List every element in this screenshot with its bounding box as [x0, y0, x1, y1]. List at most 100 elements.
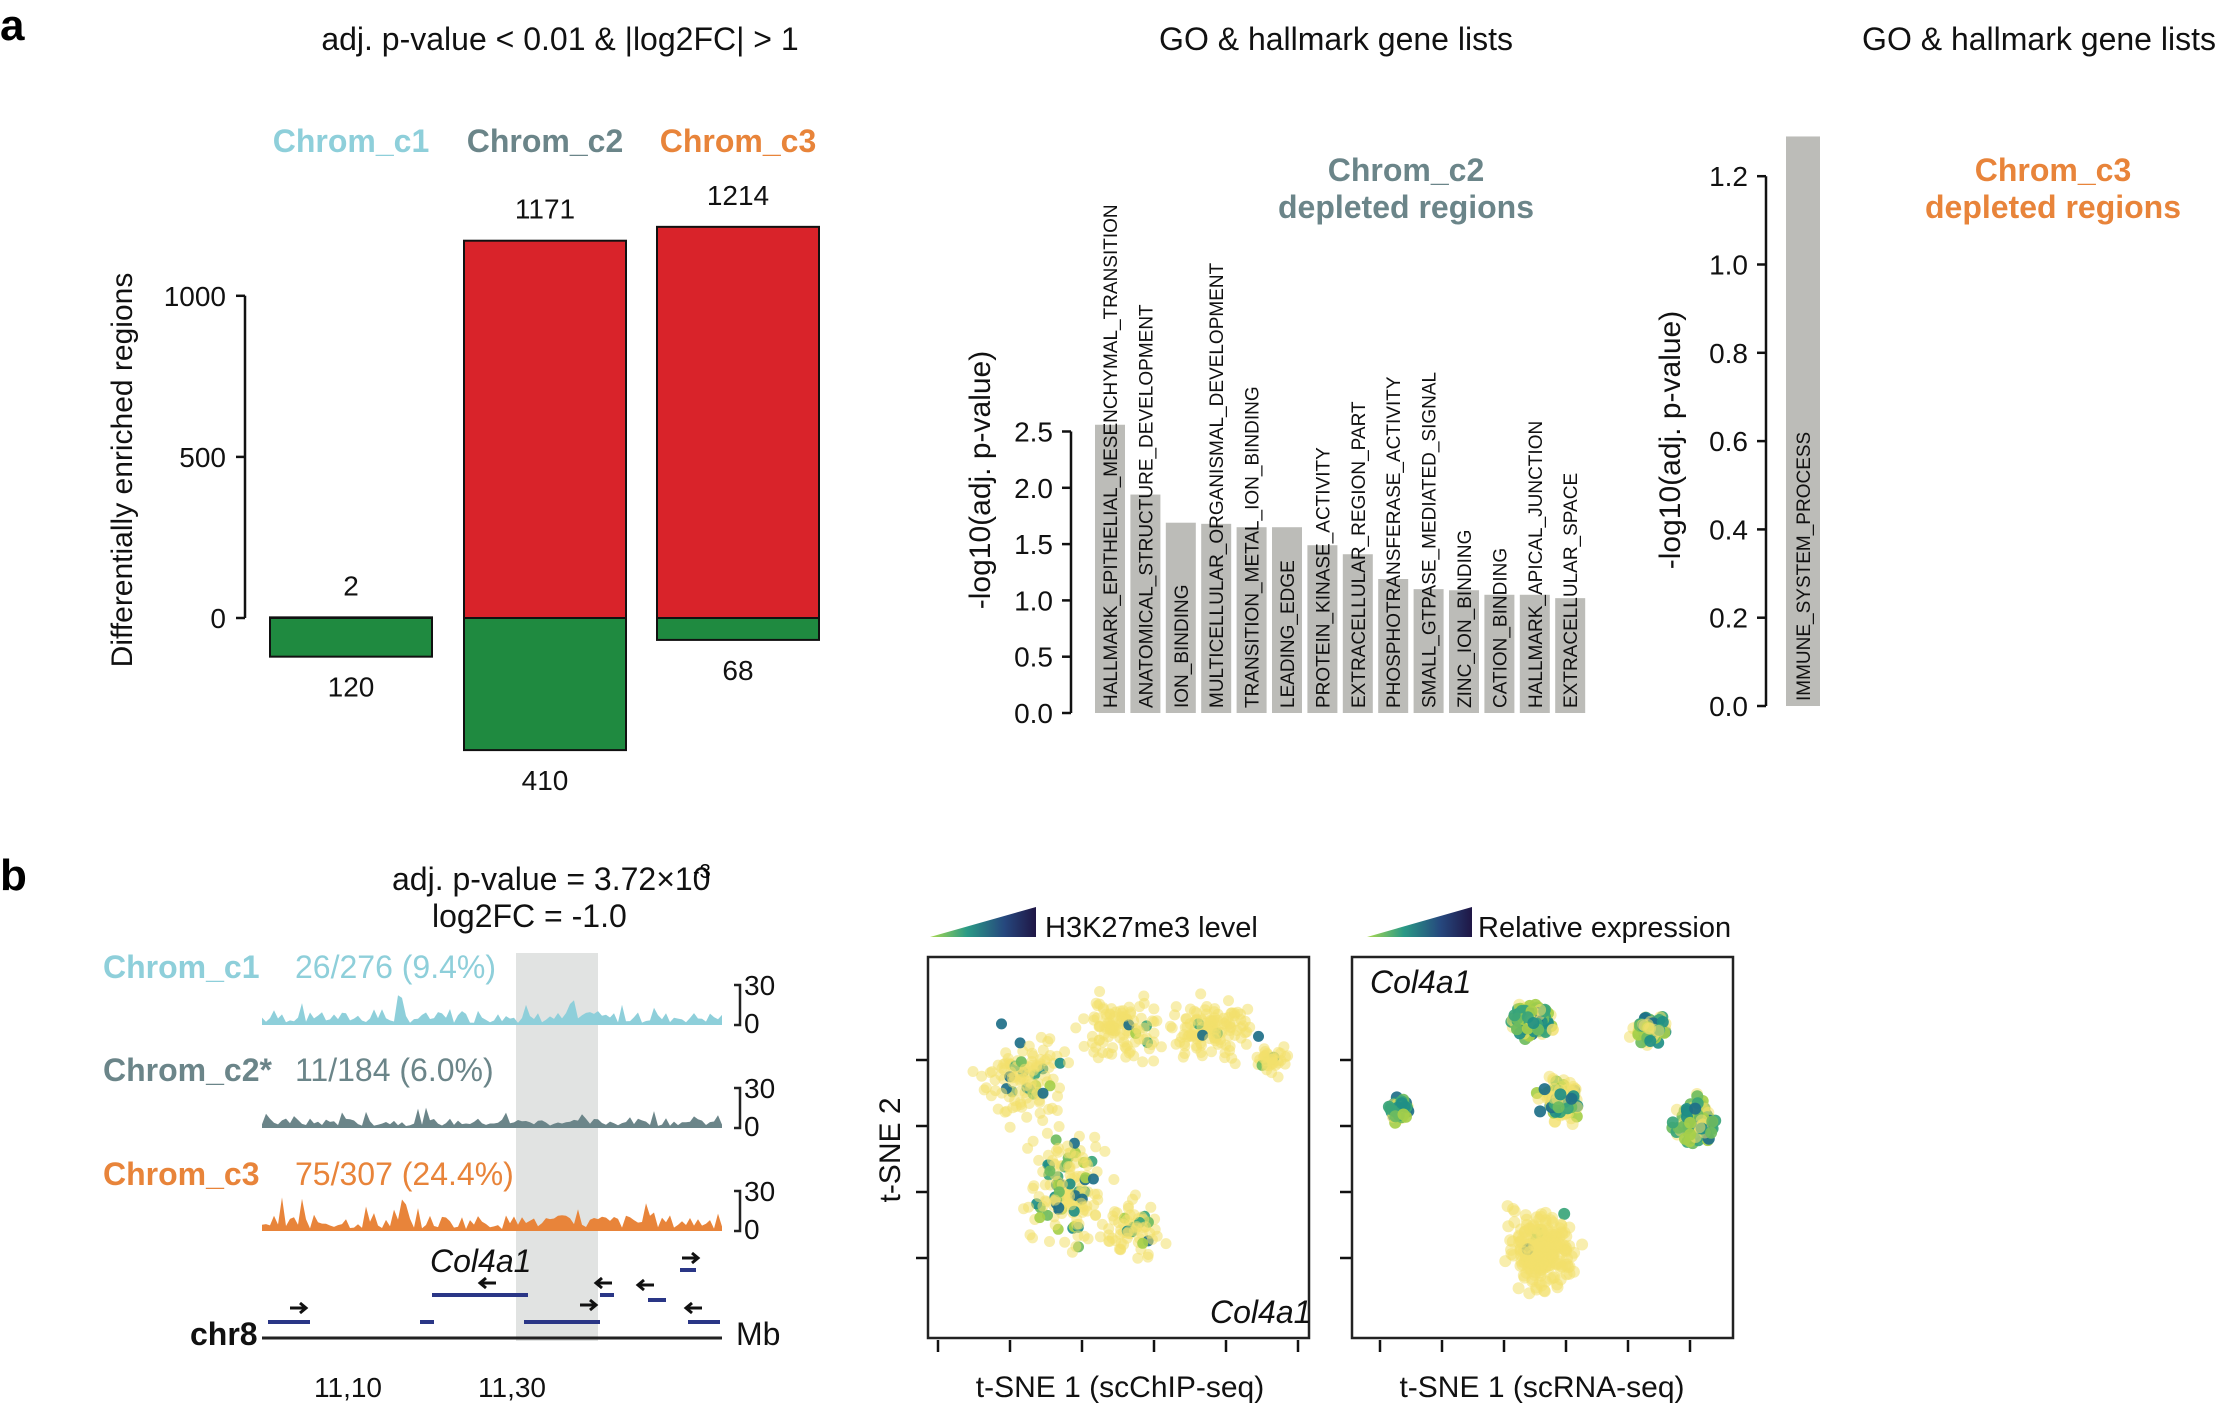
track-scales: 30 0 30 0 30 0: [734, 970, 775, 1245]
tsne1-point: [1223, 995, 1234, 1007]
tsne1-point: [1231, 1025, 1243, 1036]
tsne2-point: [1554, 1255, 1567, 1268]
go-bar: [1786, 136, 1820, 707]
tsne1-point: [1005, 1066, 1017, 1078]
scale-bracket: [734, 1189, 742, 1233]
tsne1-points: [967, 986, 1294, 1264]
scale-min: 0: [744, 1008, 760, 1039]
tsne2-point: [1536, 1225, 1549, 1238]
tsne1-point: [1052, 1146, 1064, 1158]
chart1-category-label: Chrom_c3: [660, 123, 817, 159]
tsne1-point: [1240, 1038, 1252, 1050]
chart1-category-label: Chrom_c1: [273, 123, 430, 159]
tsne1-point: [996, 1018, 1007, 1030]
stats-log2fc: log2FC = -1.0: [432, 898, 627, 934]
tsne2-point: [1689, 1102, 1702, 1115]
chart2-y-axis: 0.0 0.5 1.0 1.5 2.0 2.5: [1014, 417, 1073, 729]
tsne1-point: [1119, 1010, 1131, 1022]
tsne2-point: [1565, 1092, 1578, 1105]
tsne2-point: [1395, 1097, 1408, 1110]
tsne1-point: [1228, 1007, 1240, 1019]
tsne1-point: [1009, 1095, 1021, 1106]
chart1-data-label-up: 2: [343, 570, 359, 601]
chart1-bar-down: [463, 617, 627, 752]
chrom-tick-2: 11,30: [478, 1372, 546, 1403]
go-ytick-label: 2.5: [1014, 417, 1053, 448]
tsne2-gene: Col4a1: [1370, 964, 1471, 1000]
tsne1-point: [1002, 1053, 1014, 1064]
tsne1-point: [1133, 1026, 1145, 1038]
tsne1-point: [1272, 1071, 1284, 1083]
tsne1-point: [1094, 1034, 1105, 1046]
tsne1-point: [1196, 1050, 1208, 1062]
tsne1-point: [1223, 1030, 1235, 1042]
chart3-ylabel: -log10(adj. p-value): [1654, 311, 1687, 569]
stats-pvalue-exponent: -3: [693, 861, 711, 883]
tsne2-point: [1507, 1203, 1520, 1215]
tsne1-point: [1023, 1201, 1034, 1213]
legend-gradient-1: [930, 907, 1036, 937]
tsne1-point: [1120, 1051, 1132, 1063]
tsne1-point: [1170, 1001, 1182, 1013]
tsne1-point: [1037, 1115, 1049, 1126]
tsne2-points: [1382, 998, 1722, 1300]
tsne1-point: [1081, 1200, 1093, 1212]
chart1-data-label-up: 1171: [515, 194, 575, 225]
tsne2-point: [1705, 1126, 1718, 1139]
tsne1-point: [1128, 1209, 1140, 1221]
chart3-title: GO & hallmark gene lists: [1862, 21, 2216, 57]
tsne1-point: [1035, 1031, 1047, 1043]
chrom-label: chr8: [190, 1316, 258, 1352]
tsne2-point: [1670, 1103, 1683, 1116]
go-bar-label: EXTRACELLULAR_REGION_PART: [1349, 401, 1370, 708]
tsne1-point: [1170, 1038, 1182, 1050]
tsne1-point: [1106, 1048, 1118, 1060]
tsne1-point: [1132, 1252, 1144, 1264]
tsne2-point: [1543, 1070, 1556, 1083]
tsne1-point: [1099, 1145, 1111, 1157]
panel-a-label: a: [0, 1, 25, 50]
tsne1-point: [1014, 1085, 1026, 1097]
tsne2-xlabel: t-SNE 1 (scRNA-seq): [1399, 1371, 1684, 1404]
go-bar-label: HALLMARK_APICAL_JUNCTION: [1526, 421, 1547, 708]
go-bar: [1342, 554, 1373, 713]
tsne1-point: [1014, 1037, 1026, 1049]
go-bar: [1307, 545, 1338, 713]
tsne1-xlabel: t-SNE 1 (scChIP-seq): [976, 1371, 1264, 1404]
strand-arrow: [635, 1278, 654, 1292]
chart1-ylabel: Differentially enriched regions: [106, 273, 139, 668]
tsne2-point: [1561, 1102, 1574, 1115]
strand-arrow: [580, 1298, 599, 1312]
go-ytick-label: 0.2: [1709, 603, 1748, 634]
go-bar-label: TRANSITION_METAL_ION_BINDING: [1243, 386, 1264, 708]
tsne1-point: [1052, 1090, 1063, 1102]
strand-arrow: [683, 1301, 702, 1315]
go-bar: [1130, 494, 1161, 713]
go-bar-label: LEADING_EDGE: [1278, 560, 1299, 708]
tsne1-point: [1219, 1052, 1231, 1064]
chart1-ytick-label: 1000: [164, 281, 226, 312]
tsne2-point: [1532, 1092, 1545, 1105]
tsne1-point: [1123, 1001, 1135, 1013]
tsne2-point: [1508, 1009, 1521, 1022]
signal-area: [262, 1197, 722, 1231]
tsne1-point: [1148, 1027, 1160, 1039]
chart2-annotation-sub: depleted regions: [1278, 189, 1534, 225]
tsne1-point: [1065, 1199, 1077, 1211]
go-bar-label: MULTICELLULAR_ORGANISMAL_DEVELOPMENT: [1207, 262, 1228, 708]
chart1-data-label-up: 1214: [707, 180, 769, 211]
scale-bracket: [734, 1086, 742, 1130]
tsne2-point: [1511, 1023, 1523, 1036]
tsne1-gene: Col4a1: [1210, 1294, 1311, 1330]
tsne1-point: [1206, 1046, 1217, 1058]
tsne1-point: [1210, 1023, 1222, 1035]
tsne1-point: [1001, 1105, 1013, 1117]
tsne1-point: [976, 1070, 988, 1082]
tsne1-point: [1037, 1200, 1049, 1212]
go-ytick-label: 0.0: [1014, 698, 1053, 729]
tsne1-point: [1087, 1173, 1099, 1185]
tsne1-point: [1033, 1191, 1045, 1203]
chart1-y-axis: 0 500 1000: [164, 281, 247, 634]
chart2-ylabel: -log10(adj. p-value): [964, 351, 997, 609]
strand-arrow: [477, 1276, 496, 1290]
